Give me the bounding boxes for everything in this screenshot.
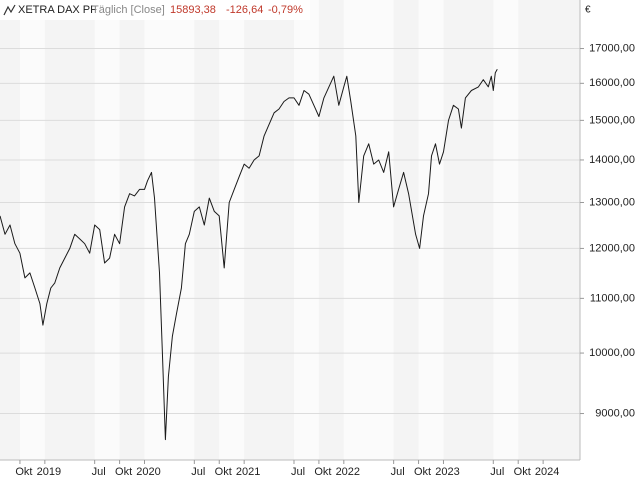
y-tick-label: 12000,00	[589, 242, 635, 254]
x-tick-label: Jul	[291, 466, 305, 478]
y-unit: €	[585, 5, 591, 16]
x-tick-label: 2024	[535, 466, 559, 478]
y-tick-label: 14000,00	[589, 154, 635, 166]
time-band	[343, 0, 394, 460]
x-tick-label: 2023	[435, 466, 459, 478]
x-tick-label: Okt	[215, 466, 232, 478]
plot-background	[0, 0, 580, 460]
y-tick-label: 17000,00	[589, 42, 635, 54]
y-tick-label: 10000,00	[589, 347, 635, 359]
x-tick-label: Okt	[115, 466, 132, 478]
x-tick-label: Jul	[92, 466, 106, 478]
change-percent: -0,79%	[268, 4, 303, 16]
chart-subtitle: Täglich [Close]	[92, 4, 165, 16]
x-tick-label: Okt	[514, 466, 531, 478]
time-band	[293, 0, 319, 460]
y-tick-label: 9000,00	[595, 407, 635, 419]
y-tick-label: 13000,00	[589, 196, 635, 208]
x-tick-label: Jul	[391, 466, 405, 478]
x-tick-label: 2019	[37, 466, 61, 478]
price-line	[0, 68, 498, 441]
x-tick-label: Okt	[414, 466, 431, 478]
header-background	[0, 0, 310, 20]
chart-title: XETRA DAX PF	[18, 4, 97, 16]
time-band	[493, 0, 519, 460]
x-tick-label: Jul	[490, 466, 504, 478]
time-band	[418, 0, 444, 460]
time-band	[219, 0, 245, 460]
y-tick-label: 11000,00	[590, 292, 635, 304]
y-tick-label: 15000,00	[589, 114, 635, 126]
chart-icon	[3, 4, 16, 16]
time-band	[144, 0, 195, 460]
x-tick-label: Okt	[314, 466, 331, 478]
x-tick-label: 2021	[236, 466, 260, 478]
change: -126,64	[226, 4, 263, 16]
time-band	[94, 0, 120, 460]
x-tick-label: 2022	[336, 466, 360, 478]
time-band	[19, 0, 45, 460]
last-value: 15893,38	[170, 4, 216, 16]
x-tick-label: Jul	[191, 466, 205, 478]
x-tick-label: 2020	[136, 466, 160, 478]
x-tick-label: Okt	[15, 466, 32, 478]
y-tick-label: 16000,00	[589, 77, 635, 89]
